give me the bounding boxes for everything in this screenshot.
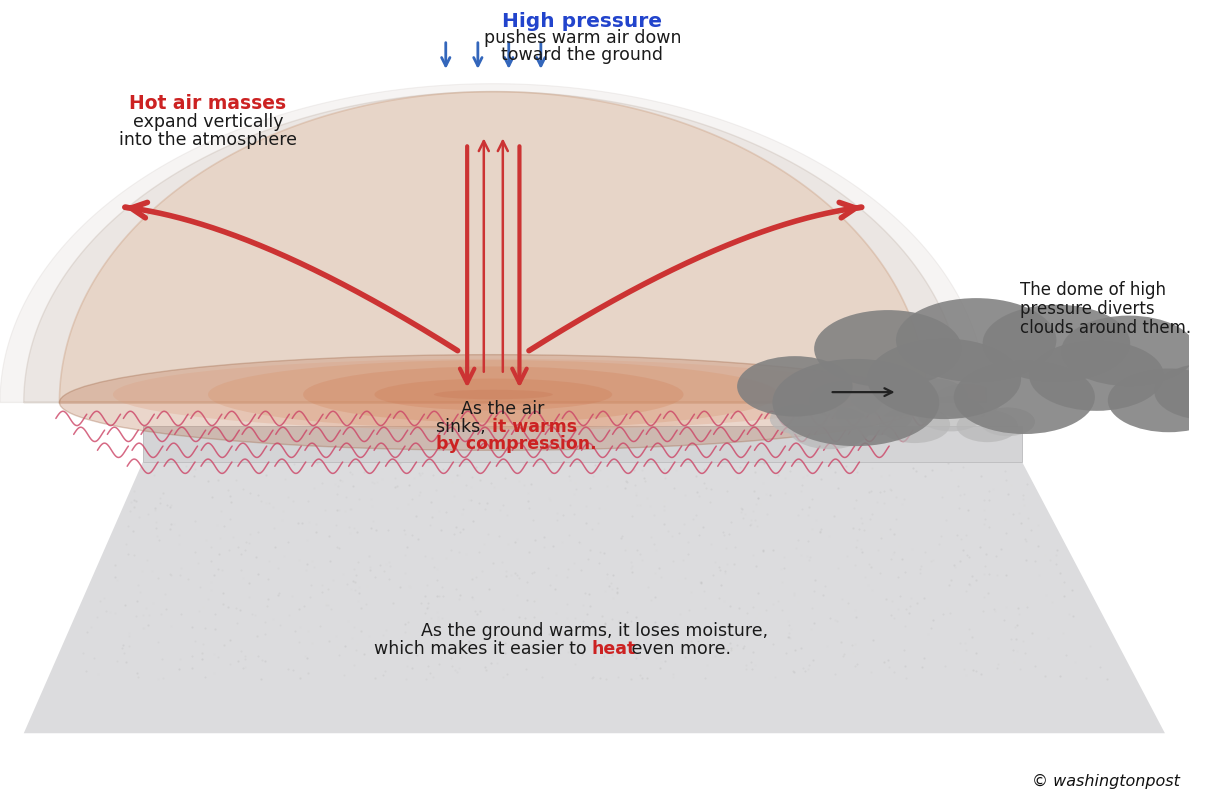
Ellipse shape xyxy=(769,404,828,434)
Ellipse shape xyxy=(375,379,612,410)
Ellipse shape xyxy=(957,410,1018,442)
Text: heat: heat xyxy=(592,640,636,658)
Text: it warms: it warms xyxy=(492,418,577,436)
Text: As the ground warms, it loses moisture,: As the ground warms, it loses moisture, xyxy=(420,622,768,640)
Text: High pressure: High pressure xyxy=(502,12,663,31)
Ellipse shape xyxy=(773,359,940,446)
Ellipse shape xyxy=(918,396,985,431)
Ellipse shape xyxy=(1107,368,1225,432)
Ellipse shape xyxy=(434,390,552,399)
Text: by compression.: by compression. xyxy=(436,435,597,453)
Ellipse shape xyxy=(208,360,779,429)
Text: expand vertically: expand vertically xyxy=(132,113,283,132)
Ellipse shape xyxy=(982,304,1131,382)
Ellipse shape xyxy=(1154,363,1225,420)
Ellipse shape xyxy=(933,383,1001,419)
Polygon shape xyxy=(23,92,963,402)
Ellipse shape xyxy=(815,310,962,387)
Text: which makes it easier to: which makes it easier to xyxy=(375,640,593,658)
Text: pushes warm air down: pushes warm air down xyxy=(484,29,681,48)
Text: sinks,: sinks, xyxy=(436,418,491,436)
Ellipse shape xyxy=(954,360,1095,434)
Polygon shape xyxy=(0,84,986,402)
Ellipse shape xyxy=(60,355,927,450)
Ellipse shape xyxy=(980,407,1035,436)
Text: toward the ground: toward the ground xyxy=(501,46,664,65)
Ellipse shape xyxy=(880,406,951,443)
Ellipse shape xyxy=(1061,316,1196,386)
Polygon shape xyxy=(23,462,1165,733)
Polygon shape xyxy=(60,92,927,402)
Ellipse shape xyxy=(893,378,968,417)
Ellipse shape xyxy=(788,405,872,450)
Ellipse shape xyxy=(303,367,684,422)
Ellipse shape xyxy=(113,359,873,430)
Ellipse shape xyxy=(895,298,1056,382)
Ellipse shape xyxy=(808,381,883,419)
Text: even more.: even more. xyxy=(626,640,731,658)
Text: into the atmosphere: into the atmosphere xyxy=(119,131,296,149)
Ellipse shape xyxy=(867,339,1022,419)
Text: Hot air masses: Hot air masses xyxy=(130,94,287,113)
Text: pressure diverts: pressure diverts xyxy=(1020,300,1154,318)
Text: As the air: As the air xyxy=(461,400,544,418)
Ellipse shape xyxy=(1029,340,1164,410)
Ellipse shape xyxy=(850,375,931,417)
Text: The dome of high: The dome of high xyxy=(1020,281,1166,299)
Text: © washingtonpost: © washingtonpost xyxy=(1033,774,1181,789)
Ellipse shape xyxy=(737,356,853,417)
Polygon shape xyxy=(142,426,1023,462)
Text: clouds around them.: clouds around them. xyxy=(1020,319,1191,337)
Ellipse shape xyxy=(835,395,913,435)
